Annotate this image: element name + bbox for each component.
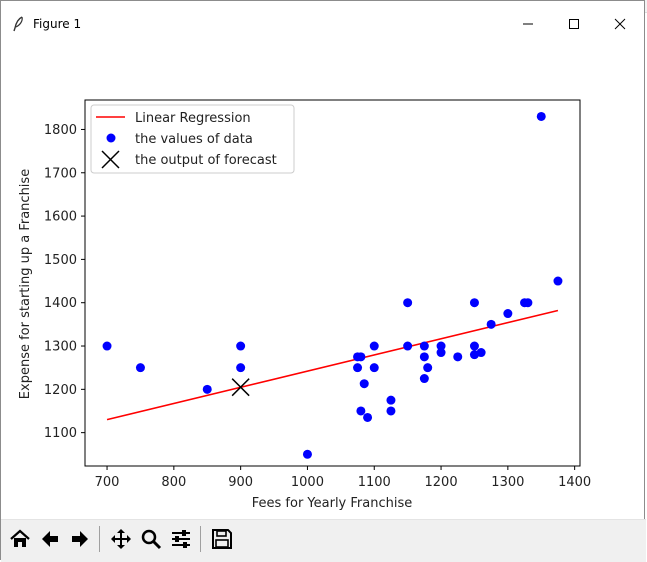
title-bar[interactable]: Figure 1 — [1, 1, 644, 45]
x-tick-label: 1100 — [358, 475, 391, 490]
feather-icon — [13, 16, 23, 32]
data-point — [102, 341, 112, 351]
x-tick-label: 1000 — [291, 475, 324, 490]
data-point — [403, 298, 413, 308]
data-point — [369, 341, 379, 351]
data-point — [523, 298, 533, 308]
maximize-icon — [569, 19, 579, 29]
y-tick-label: 1200 — [44, 383, 77, 398]
y-tick-label: 1400 — [44, 296, 77, 311]
x-tick-label: 1300 — [491, 475, 524, 490]
data-point — [202, 384, 212, 394]
maximize-button[interactable] — [551, 9, 597, 39]
regression-line — [106, 309, 559, 421]
chart-marks — [102, 111, 563, 459]
data-point — [386, 406, 396, 416]
navigation-toolbar — [1, 519, 646, 562]
data-point — [359, 379, 369, 389]
zoom-button[interactable] — [138, 526, 164, 552]
legend-cross-swatch — [101, 150, 120, 169]
data-point — [536, 111, 546, 121]
back-arrow-icon — [42, 531, 58, 547]
data-point — [469, 298, 479, 308]
data-point — [369, 363, 379, 373]
home-icon — [10, 529, 30, 547]
pan-button[interactable] — [108, 526, 134, 552]
minimize-icon — [523, 23, 533, 25]
minimize-button[interactable] — [505, 9, 551, 39]
window-title: Figure 1 — [33, 17, 82, 31]
legend-box — [90, 104, 295, 174]
legend: Linear Regression the values of data the… — [90, 104, 295, 174]
x-tick-label: 900 — [228, 475, 253, 490]
zoom-icon — [141, 529, 162, 550]
data-point — [403, 341, 413, 351]
data-point — [469, 341, 479, 351]
forward-button[interactable] — [67, 526, 93, 552]
data-point — [486, 319, 496, 329]
figure-canvas[interactable]: 700 800 900 1000 1100 1200 1300 1400 1100 1200 13… — [1, 45, 646, 519]
data-point — [363, 412, 373, 422]
back-button[interactable] — [37, 526, 63, 552]
data-point — [503, 309, 513, 319]
home-button[interactable] — [7, 526, 33, 552]
data-point — [302, 449, 312, 459]
configure-subplots-button[interactable] — [168, 526, 194, 552]
y-tick-label: 1500 — [44, 253, 77, 268]
data-point — [135, 363, 145, 373]
configure-subplots-icon — [172, 530, 190, 548]
data-point — [419, 341, 429, 351]
data-point — [386, 395, 396, 405]
y-axis-ticks: 1100 1200 1300 1400 1500 1600 1700 1800 — [44, 123, 85, 441]
data-point — [236, 341, 246, 351]
forecast-marker — [231, 378, 250, 397]
save-button[interactable] — [209, 526, 235, 552]
legend-dot-swatch — [106, 133, 116, 143]
data-point — [436, 341, 446, 351]
y-tick-label: 1300 — [44, 340, 77, 355]
x-tick-label: 700 — [95, 475, 120, 490]
data-point — [476, 348, 486, 358]
x-tick-label: 1200 — [425, 475, 458, 490]
pan-icon — [111, 529, 131, 549]
y-axis-label: Expense for starting up a Franchise — [18, 169, 33, 399]
x-axis-label: Fees for Yearly Franchise — [252, 496, 413, 511]
y-tick-label: 1800 — [44, 123, 77, 138]
data-point — [356, 352, 366, 362]
data-point — [236, 363, 246, 373]
legend-label-data: the values of data — [135, 132, 253, 147]
legend-label-regression: Linear Regression — [135, 111, 251, 126]
toolbar-separator — [99, 526, 100, 552]
data-point — [423, 363, 433, 373]
y-tick-label: 1600 — [44, 210, 77, 225]
x-tick-label: 800 — [161, 475, 186, 490]
data-point — [419, 374, 429, 384]
x-tick-label: 1400 — [558, 475, 591, 490]
data-point — [553, 276, 563, 286]
close-icon — [614, 18, 626, 30]
y-tick-label: 1700 — [44, 166, 77, 181]
save-icon — [212, 529, 232, 549]
forward-arrow-icon — [72, 531, 88, 547]
toolbar-separator — [200, 526, 201, 552]
data-point — [353, 363, 363, 373]
data-point — [356, 406, 366, 416]
legend-label-forecast: the output of forecast — [135, 153, 277, 168]
data-point — [436, 348, 446, 358]
data-point — [453, 352, 463, 362]
data-point — [419, 352, 429, 362]
close-button[interactable] — [597, 9, 643, 39]
y-tick-label: 1100 — [44, 426, 77, 441]
x-axis-ticks: 700 800 900 1000 1100 1200 1300 1400 — [95, 466, 591, 490]
forecast-marker-stroke — [231, 378, 250, 397]
